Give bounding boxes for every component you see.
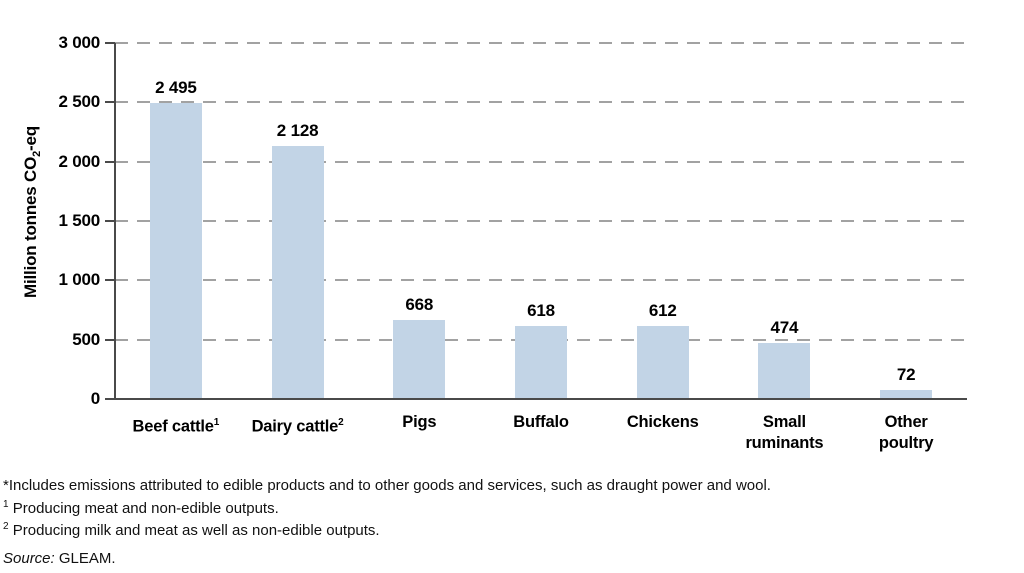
source-value: GLEAM. — [54, 549, 116, 567]
y-axis-tick-label: 2 500 — [58, 92, 100, 112]
category-label-other-poultry: Other poultry — [878, 413, 934, 452]
bar-buffalo — [515, 325, 567, 399]
source-line: Source: GLEAM. — [3, 550, 771, 569]
gridline — [115, 101, 967, 104]
value-label-other-poultry: 72 — [896, 365, 916, 385]
value-label-pigs: 668 — [405, 294, 434, 314]
category-label-superscript: 2 — [338, 417, 344, 428]
y-axis-tick-label: 0 — [90, 389, 100, 408]
y-axis-tick-mark — [105, 160, 115, 163]
category-label-dairy-cattle: Dairy cattle2 — [251, 417, 344, 436]
y-axis-tick-label: 1 000 — [58, 270, 100, 290]
category-label-small-ruminants: Small ruminants — [745, 413, 824, 452]
value-label-chickens: 612 — [648, 301, 677, 321]
source-label: Source: — [3, 549, 55, 567]
category-label-superscript: 1 — [213, 417, 220, 428]
value-label-beef-cattle: 2 495 — [155, 77, 197, 97]
bar-chickens — [636, 326, 689, 399]
bar-dairy-cattle — [271, 146, 324, 399]
y-axis-tick-mark — [105, 101, 115, 104]
y-axis-tick-label: 2 000 — [58, 151, 100, 171]
category-label-pigs: Pigs — [402, 413, 437, 431]
y-axis-line — [114, 43, 116, 399]
bar-small-ruminants — [758, 342, 811, 399]
bar-pigs — [393, 319, 446, 399]
y-axis-tick-label: 500 — [72, 329, 100, 349]
footnote-asterisk: *Includes emissions attributed to edible… — [3, 477, 771, 494]
y-axis-tick-mark — [105, 42, 115, 44]
footnote-2-text: Producing milk and meat as well as non-e… — [8, 522, 380, 539]
y-axis-tick-label: 1 500 — [58, 211, 100, 230]
category-label-beef-cattle: Beef cattle1 — [132, 417, 220, 436]
emissions-bar-chart: Million tonnes CO2-eq 0 500 1 000 1 500 2 00… — [0, 33, 967, 468]
x-axis-line — [114, 398, 967, 400]
value-label-small-ruminants: 474 — [770, 317, 799, 337]
gridline — [115, 279, 967, 282]
x-axis-category-labels: Beef cattle1 Dairy cattle2 Pigs Buffalo Chic… — [115, 412, 967, 468]
footnote-1-text: Producing meat and non-edible outputs. — [8, 499, 279, 517]
value-label-dairy-cattle: 2 128 — [276, 121, 319, 141]
gridline — [115, 42, 967, 44]
y-axis-tick-mark — [105, 398, 115, 400]
plot-area: 2 495 2 128 668 618 612 474 72 — [105, 42, 967, 400]
bar-other-poultry — [880, 390, 933, 399]
bar-beef-cattle — [149, 102, 202, 399]
footnotes: *Includes emissions attributed to edible… — [3, 477, 771, 568]
y-axis-tick-labels: 0 500 1 000 1 500 2 000 2 500 3 000 — [0, 33, 100, 408]
footnote-1: 1 Producing meat and non-edible outputs. — [3, 496, 771, 519]
y-axis-tick-mark — [105, 220, 115, 222]
footnote-2-marker: 2 — [3, 521, 9, 532]
category-label-buffalo: Buffalo — [513, 413, 569, 431]
y-axis-tick-label: 3 000 — [58, 33, 100, 52]
value-label-buffalo: 618 — [527, 300, 555, 320]
footnote-1-marker: 1 — [3, 498, 9, 510]
y-axis-tick-mark — [105, 338, 115, 341]
y-axis-tick-mark — [105, 279, 115, 282]
gridline — [115, 160, 967, 163]
footnote-2: 2 Producing milk and meat as well as non… — [3, 518, 771, 541]
gridline — [115, 220, 967, 222]
category-label-chickens: Chickens — [626, 413, 699, 431]
